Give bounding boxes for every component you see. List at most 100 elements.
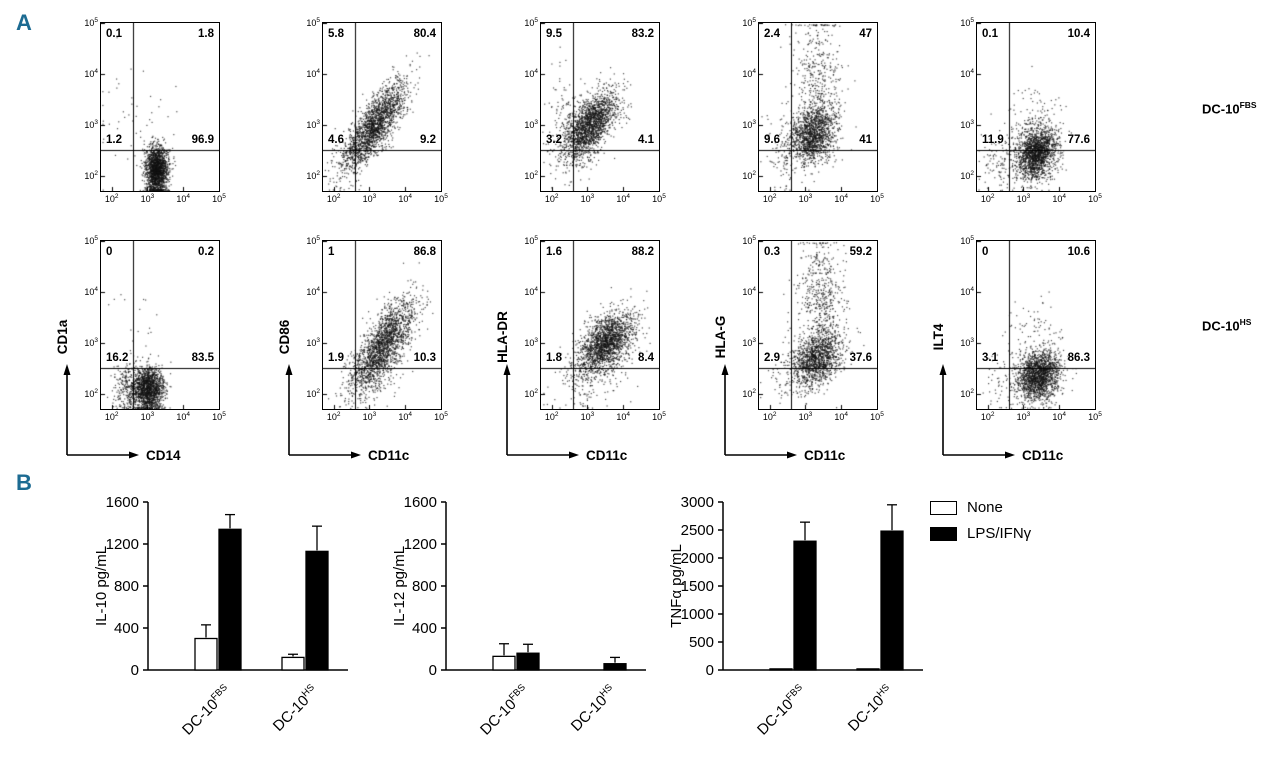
x-tick-label: 105: [1088, 193, 1102, 204]
quadrant-value-bl: 4.6: [328, 133, 344, 146]
scatter-canvas: [101, 23, 219, 191]
y-axis-label: IL-12 pg/mL: [391, 546, 408, 626]
quadrant-value-tr: 83.2: [631, 28, 654, 40]
bar-none-0: [492, 655, 516, 671]
condition-label-fbs-text: DC-10: [1202, 101, 1240, 117]
quadrant-value-bl: 16.2: [106, 351, 129, 364]
quadrant-value-tl: 5.8: [328, 28, 344, 40]
flow-plot-ilt4-fbs: 0.1 10.4 11.9 77.6 102 102 103 103 104 104 105 105: [960, 17, 1101, 203]
x-tick-label: 103: [798, 411, 813, 422]
flow-plot-ilt4-hs: 0 10.6 3.1 86.3 102 102 103 103 104 104 105 105: [960, 235, 1101, 421]
y-tick-label: 103: [524, 336, 538, 348]
quadrant-value-br: 4.1: [638, 133, 654, 146]
y-tick-label: 102: [742, 169, 756, 181]
y-tick-label: 1600: [404, 494, 437, 511]
y-tick-label: 102: [306, 169, 320, 181]
y-tick-label: 104: [84, 67, 98, 79]
bar-none-1: [281, 656, 305, 671]
flow-plot-cd86-hs: 1 86.8 1.9 10.3 102 102 103 103 104 104 105 105: [306, 235, 447, 421]
y-tick-label: 104: [742, 67, 756, 79]
flow-plot-hlag-hs: 0.3 59.2 2.9 37.6 102 102 103 103 104 104 105 105: [742, 235, 883, 421]
bar-lps-ifng-1: [603, 663, 627, 671]
y-tick-label: 0: [131, 662, 139, 679]
x-tick-label: 104: [398, 193, 413, 204]
quadrant-value-bl: 1.9: [328, 351, 344, 364]
x-category-label: DC-10FBS: [476, 682, 532, 738]
legend-item-lps-ifng: LPS/IFNγ: [930, 525, 1031, 542]
y-tick-label: 500: [689, 634, 714, 651]
y-tick-label: 104: [524, 285, 538, 297]
y-tick-label: 105: [960, 235, 974, 246]
quadrant-value-tr: 86.8: [413, 246, 436, 258]
scatter-canvas: [541, 241, 659, 409]
x-tick-label: 104: [616, 411, 631, 422]
x-tick-label: 103: [140, 193, 155, 204]
y-tick-label: 105: [306, 17, 320, 28]
y-tick-label: 105: [84, 17, 98, 28]
x-tick-label: 104: [616, 193, 631, 204]
x-tick-label: 104: [176, 193, 191, 204]
y-tick-label: 104: [306, 67, 320, 79]
quadrant-value-br: 10.3: [413, 351, 436, 364]
y-axis-label: CD1a: [55, 319, 70, 354]
y-tick-label: 800: [412, 578, 437, 595]
y-axis-label: HLA-G: [713, 316, 728, 359]
legend-item-none: None: [930, 499, 1031, 516]
y-tick-label: 102: [960, 169, 974, 181]
bar-lps-ifng-0: [218, 528, 242, 671]
x-tick-label: 102: [980, 411, 995, 422]
y-tick-label: 103: [960, 118, 974, 130]
y-tick-label: 103: [524, 118, 538, 130]
quadrant-value-bl: 11.9: [982, 133, 1004, 146]
y-tick-label: 103: [306, 336, 320, 348]
panel-b-label: B: [16, 470, 32, 495]
quadrant-value-tl: 0.1: [106, 28, 122, 40]
legend-label-lps-ifng: LPS/IFNγ: [967, 525, 1032, 542]
condition-label-hs: DC-10HS: [1202, 317, 1251, 333]
y-tick-label: 0: [706, 662, 714, 679]
condition-label-hs-text: DC-10: [1202, 318, 1240, 334]
x-tick-label: 102: [544, 411, 559, 422]
quadrant-value-tl: 0.1: [982, 28, 998, 40]
x-tick-label: 103: [362, 411, 377, 422]
y-tick-label: 102: [306, 387, 320, 399]
x-category-label: DC-10FBS: [753, 682, 809, 738]
scatter-canvas: [977, 23, 1095, 191]
y-tick-label: 105: [84, 235, 98, 246]
legend-swatch-lps-ifng: [930, 526, 957, 541]
condition-label-fbs-sup: FBS: [1239, 100, 1257, 110]
y-axis-label: CD86: [277, 319, 292, 354]
y-tick-label: 102: [84, 169, 98, 181]
y-tick-label: 1000: [681, 606, 714, 623]
flow-plot-hladr-hs: 1.6 88.2 1.8 8.4 102 102 103 103 104 104 105 105: [524, 235, 665, 421]
y-tick-label: 105: [960, 17, 974, 28]
quadrant-value-br: 96.9: [191, 133, 214, 146]
bar-chart-tnf: 0 500 1000 1500 2000 2500 3000 TNFα pg/mL DC-10F…: [668, 494, 923, 739]
x-category-label: DC-10HS: [844, 682, 897, 735]
x-tick-label: 102: [980, 193, 995, 204]
quadrant-value-tl: 2.4: [764, 28, 780, 40]
quadrant-value-br: 83.5: [191, 351, 214, 364]
y-tick-label: 2500: [681, 522, 714, 539]
bar-lps-ifng-1: [305, 550, 329, 671]
quadrant-value-br: 8.4: [638, 351, 654, 364]
x-tick-label: 105: [434, 411, 448, 422]
scatter-canvas: [101, 241, 219, 409]
x-tick-label: 103: [580, 411, 595, 422]
quadrant-value-tl: 1: [328, 246, 335, 258]
x-tick-label: 102: [544, 193, 559, 204]
y-tick-label: 1500: [681, 578, 714, 595]
quadrant-value-bl: 1.2: [106, 133, 122, 146]
y-axis-label: IL-10 pg/mL: [93, 546, 110, 626]
quadrant-value-tr: 88.2: [631, 246, 654, 258]
bar-chart-il10: 0 400 800 1200 1600 IL-10 pg/mL DC-10FBS DC-10H…: [93, 494, 348, 739]
flow-plot-cd86-fbs: 5.8 80.4 4.6 9.2 102 102 103 103 104 104 105 105: [306, 17, 447, 203]
x-tick-label: 104: [1052, 193, 1067, 204]
x-category-label: DC-10HS: [567, 682, 620, 735]
x-tick-label: 105: [870, 193, 884, 204]
y-tick-label: 0: [429, 662, 437, 679]
x-tick-label: 104: [834, 193, 849, 204]
x-category-label: DC-10HS: [269, 682, 322, 735]
y-tick-label: 102: [84, 387, 98, 399]
legend-label-none: None: [967, 499, 1003, 516]
